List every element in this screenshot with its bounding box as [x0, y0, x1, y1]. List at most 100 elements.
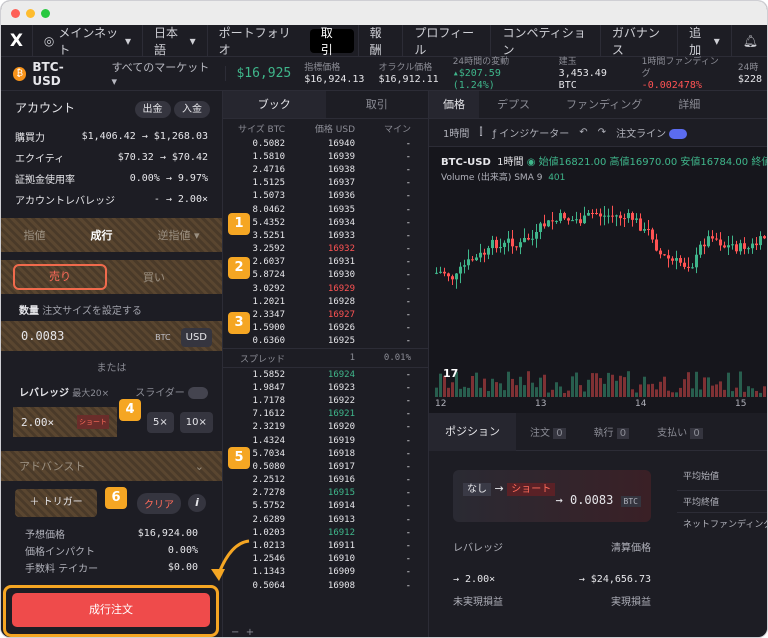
stat-label: 未実現損益 [453, 597, 503, 608]
order-row[interactable]: 1.0213 16911 - [223, 539, 428, 552]
buy-button[interactable]: 買い [143, 271, 165, 284]
leverage-input[interactable]: 2.00× ショート [13, 407, 117, 437]
order-row[interactable]: 2.7278 16915 - [223, 487, 428, 500]
order-row[interactable]: 0.5080 16917 - [223, 460, 428, 473]
order-row[interactable]: 1.1343 16909 - [223, 566, 428, 579]
order-row[interactable]: 2.3347 16927 - [223, 308, 428, 321]
order-row[interactable]: 2.4716 16938 - [223, 163, 428, 176]
order-row[interactable]: 5.8724 16930 - [223, 269, 428, 282]
tab-depth[interactable]: デプス [497, 98, 530, 111]
order-row[interactable]: 8.0462 16935 - [223, 203, 428, 216]
order-row[interactable]: 1.7178 16922 - [223, 394, 428, 407]
tab-orders[interactable]: 注文 0 [516, 424, 580, 439]
nav-trade[interactable]: 取引 [309, 26, 354, 57]
add-trigger-button[interactable]: ＋ トリガー [15, 489, 97, 517]
indicators-button[interactable]: ƒ インジケーター [493, 125, 570, 140]
order-row[interactable]: 1.5810 16939 - [223, 150, 428, 163]
order-row[interactable]: 1.5073 16936 - [223, 190, 428, 203]
order-row[interactable]: 1.4324 16919 - [223, 434, 428, 447]
order-row[interactable]: 1.5125 16937 - [223, 177, 428, 190]
order-row[interactable]: 1.2021 16928 - [223, 295, 428, 308]
nav-governance[interactable]: ガバナンス [599, 24, 677, 57]
tab-fills[interactable]: 執行 0 [580, 424, 644, 439]
market-pair[interactable]: BTC-USD [32, 59, 64, 88]
btc-unit-button[interactable]: BTC [155, 332, 171, 342]
info-icon[interactable]: i [188, 494, 206, 512]
order-price: 16922 [327, 395, 355, 406]
tab-payments[interactable]: 支払い 0 [643, 424, 717, 439]
order-row[interactable]: 2.2512 16916 - [223, 474, 428, 487]
order-row[interactable]: 7.1612 16921 - [223, 408, 428, 421]
minus-icon[interactable]: − [231, 627, 240, 638]
dydx-logo-icon[interactable]: X [9, 30, 23, 51]
language-selector[interactable]: 日本語 ▾ [142, 24, 207, 57]
order-lines-toggle[interactable]: 注文ライン [616, 125, 688, 140]
leverage-10x-button[interactable]: 10× [179, 411, 213, 433]
candle-type-icon[interactable]: ⫿ [479, 127, 483, 138]
network-selector[interactable]: ◎ メインネット ▾ [31, 24, 142, 57]
nav-profile[interactable]: プロフィール [402, 24, 490, 57]
slider-toggle[interactable]: スライダー [135, 384, 208, 399]
market-order-button[interactable]: 成行注文 [12, 593, 210, 627]
nav-rewards[interactable]: 報酬 [357, 24, 403, 57]
order-row[interactable]: 2.3219 16920 - [223, 421, 428, 434]
timeframe-button[interactable]: 1時間 [443, 129, 470, 140]
order-row[interactable]: 5.7034 16918 - [223, 447, 428, 460]
deposit-button[interactable]: 入金 [174, 101, 210, 118]
redo-icon[interactable]: ↷ [597, 127, 607, 138]
order-row[interactable]: 3.2592 16932 - [223, 243, 428, 256]
candlestick-chart[interactable]: 17 [429, 183, 768, 405]
clear-button[interactable]: クリア [137, 492, 181, 514]
usd-unit-button[interactable]: USD [180, 327, 212, 347]
candle-body [567, 218, 570, 221]
tab-details[interactable]: 詳細 [678, 98, 701, 111]
order-row[interactable]: 1.5900 16926 - [223, 322, 428, 335]
tab-trades[interactable]: 取引 [365, 98, 388, 111]
order-row[interactable]: 2.6037 16931 - [223, 256, 428, 269]
stat-label: レバレッジ [453, 543, 503, 554]
close-dot[interactable] [11, 8, 20, 18]
undo-icon[interactable]: ↶ [579, 127, 588, 138]
order-row[interactable]: 0.6360 16925 - [223, 335, 428, 348]
tab-limit[interactable]: 指値 [23, 229, 46, 242]
plus-icon[interactable]: + [245, 627, 255, 638]
order-row[interactable]: 1.5852 16924 - [223, 368, 428, 381]
tab-market[interactable]: 成行 [90, 229, 113, 242]
order-row[interactable]: 1.0203 16912 - [223, 526, 428, 539]
candle-body [759, 236, 762, 246]
nav-competition[interactable]: コンペティション [490, 24, 599, 57]
minimize-dot[interactable] [26, 8, 35, 18]
order-row[interactable]: 0.5064 16908 - [223, 579, 428, 592]
order-row[interactable]: 0.5082 16940 - [223, 137, 428, 150]
sell-button[interactable]: 売り [13, 264, 107, 290]
candle-body [499, 247, 502, 249]
nav-more[interactable]: 追加 ▾ [677, 24, 731, 57]
amount-input[interactable]: 0.0083 [21, 329, 65, 343]
tab-stop[interactable]: 逆指値 ▾ [157, 229, 200, 242]
tab-book[interactable]: ブック [223, 91, 326, 118]
order-row[interactable]: 5.5752 16914 - [223, 500, 428, 513]
all-markets-dropdown[interactable]: すべてのマーケット ▾ [111, 61, 210, 88]
tab-price[interactable]: 価格 [429, 91, 479, 118]
order-price: 16924 [327, 369, 355, 380]
ask-list: 0.5082 16940-1.5810 16939-2.4716 16938-1.51… [223, 137, 428, 348]
candle-body [703, 244, 706, 247]
nav-portfolio[interactable]: ポートフォリオ [206, 24, 306, 57]
bell-icon[interactable]: 🔔︎ [730, 24, 767, 57]
advanced-toggle[interactable]: アドバンスト ⌄ [1, 451, 222, 481]
volume-bar [747, 386, 750, 397]
maximize-dot[interactable] [41, 8, 50, 18]
tab-funding[interactable]: ファンディング [566, 98, 643, 111]
tab-positions[interactable]: ポジション [429, 412, 516, 451]
order-row[interactable]: 5.4352 16934 - [223, 216, 428, 229]
order-row[interactable]: 3.5251 16933 - [223, 229, 428, 242]
order-row[interactable]: 2.6289 16913 - [223, 513, 428, 526]
volume-bar [531, 382, 534, 397]
withdraw-button[interactable]: 出金 [134, 101, 171, 118]
candle-body [751, 243, 754, 249]
volume-bar [727, 372, 730, 397]
order-row[interactable]: 1.2546 16910 - [223, 553, 428, 566]
order-row[interactable]: 1.9847 16923 - [223, 381, 428, 394]
order-row[interactable]: 3.0292 16929 - [223, 282, 428, 295]
leverage-5x-button[interactable]: 5× [147, 411, 174, 433]
